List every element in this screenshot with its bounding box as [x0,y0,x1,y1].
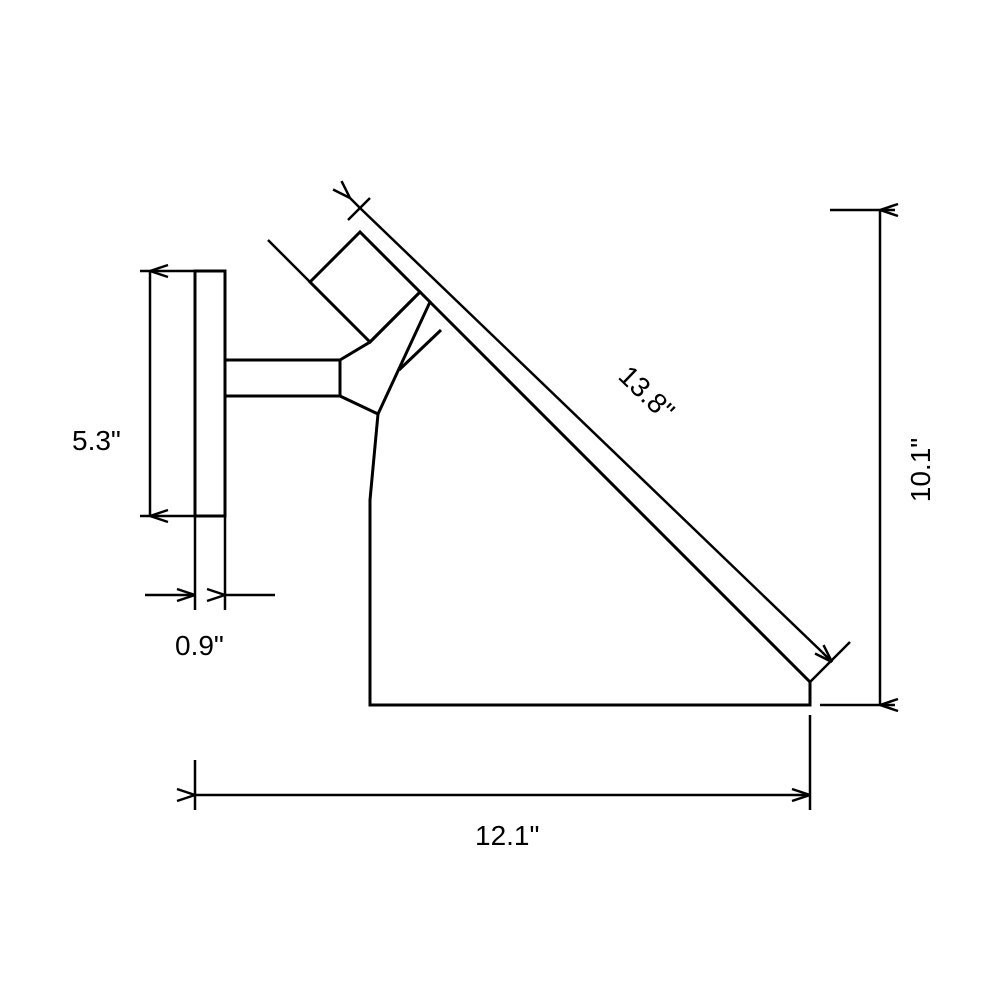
arm [225,360,340,396]
dim-total-height-label: 10.1" [905,438,936,502]
mount-plate [195,271,225,516]
shade-seam [399,330,441,370]
dim-total-width-label: 12.1" [475,820,539,851]
dim-total-height [820,210,895,705]
dim-mount-depth-label: 0.9" [175,630,224,661]
shade [370,302,810,705]
dim-diagonal [268,198,850,682]
dim-diagonal-label: 13.8" [613,360,681,427]
dim-total-width [195,715,810,810]
dim-mount-height-label: 5.3" [72,425,121,456]
dimension-diagram: 5.3" 0.9" 12.1" 10.1" [0,0,1000,1000]
dim-mount-height [140,271,195,516]
lamp-outline [195,232,810,705]
dim-mount-depth [145,516,275,610]
